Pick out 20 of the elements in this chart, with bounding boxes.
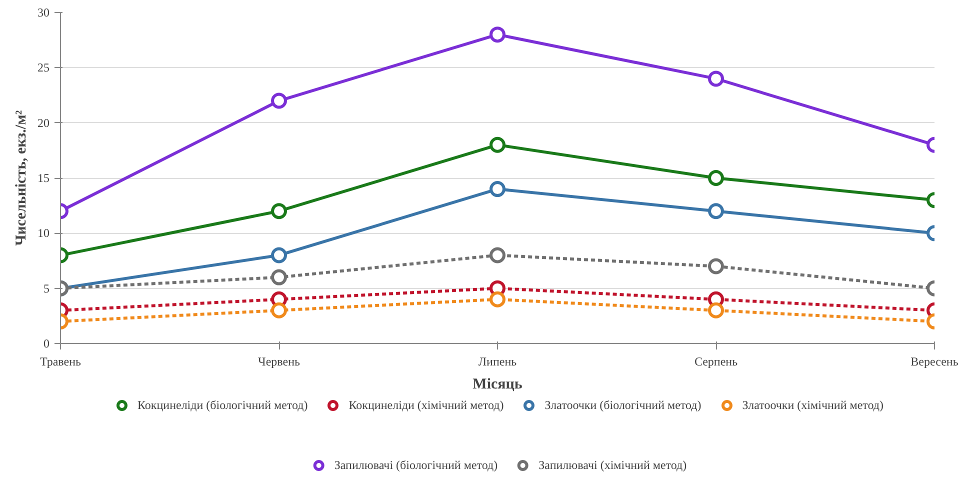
x-axis-title: Місяць bbox=[472, 376, 522, 392]
y-tick-label: 30 bbox=[38, 6, 50, 20]
y-tick-label: 25 bbox=[38, 60, 50, 75]
legend-label: Кокцинеліди (біологічний метод) bbox=[137, 398, 308, 412]
x-tick-label: Серпень bbox=[694, 354, 738, 368]
legend-label: Кокцинеліди (хімічний метод) bbox=[348, 398, 504, 412]
legend-label: Запилювачі (біологічний метод) bbox=[334, 458, 498, 472]
legend-label: Златоочки (біологічний метод) bbox=[544, 398, 702, 412]
y-tick-label: 5 bbox=[44, 281, 50, 296]
y-axis-title: Чисельність, екз./м² bbox=[14, 110, 30, 246]
y-tick-label: 20 bbox=[38, 116, 50, 130]
x-tick-label: Травень bbox=[40, 354, 82, 368]
legend-label: Златоочки (хімічний метод) bbox=[742, 398, 884, 412]
x-tick-label: Липень bbox=[478, 354, 518, 368]
y-tick-label: 10 bbox=[38, 226, 50, 240]
x-tick-label: Червень bbox=[258, 354, 300, 368]
legend-label: Запилювачі (хімічний метод) bbox=[538, 458, 687, 472]
y-tick-label: 15 bbox=[38, 171, 50, 185]
x-tick-label: Вересень bbox=[910, 354, 959, 368]
y-tick-label: 0 bbox=[44, 336, 50, 350]
